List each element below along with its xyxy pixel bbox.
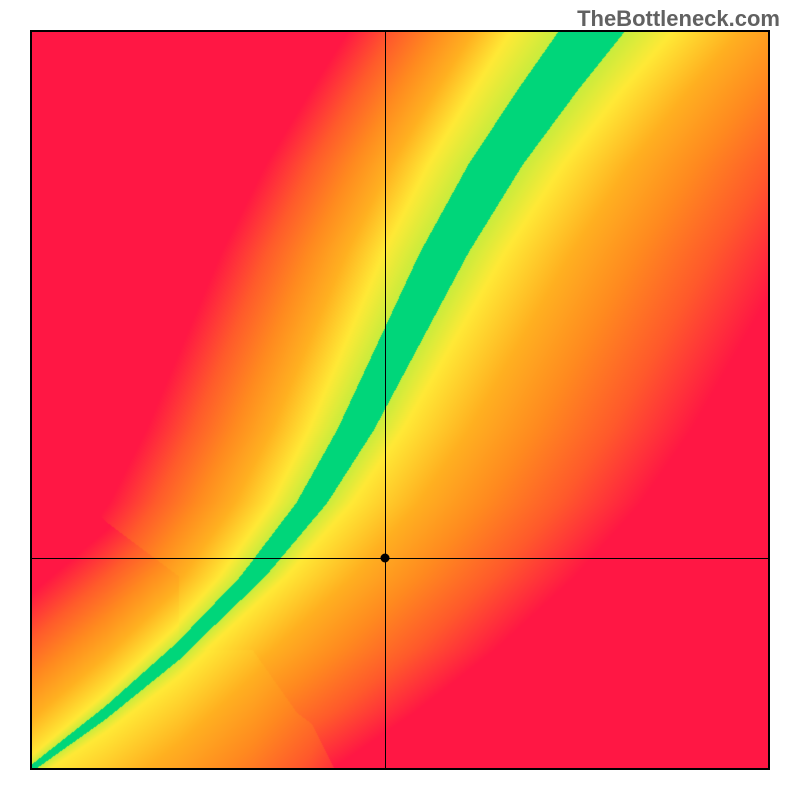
bottleneck-heatmap — [30, 30, 770, 770]
marker-dot — [381, 554, 390, 563]
heatmap-canvas — [32, 32, 768, 768]
crosshair-vertical — [385, 32, 386, 768]
watermark-text: TheBottleneck.com — [577, 6, 780, 32]
crosshair-horizontal — [32, 558, 768, 559]
